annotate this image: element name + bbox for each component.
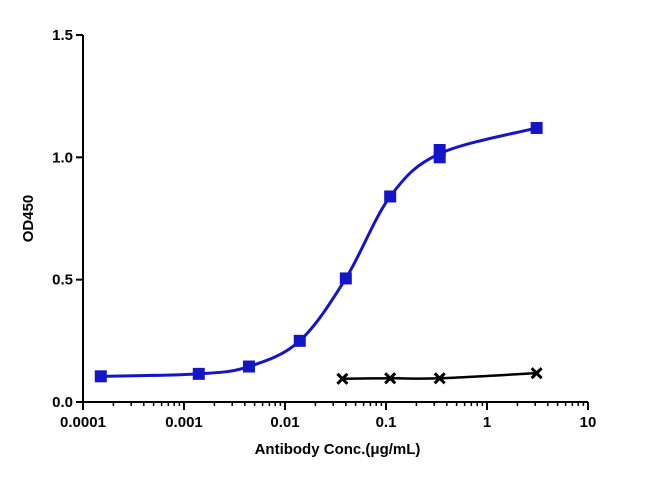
data-point-x [384, 372, 397, 385]
x-axis-ticks: 0.0001 0.001 0.01 0.1 1 10 [60, 402, 596, 431]
data-point-x [433, 372, 446, 385]
y-axis-ticks: 0.0 0.5 1.0 1.5 [52, 27, 83, 411]
x-tick-label: 10 [580, 414, 597, 431]
y-tick-label: 0.5 [52, 272, 73, 289]
fit-curve-series-1 [100, 126, 538, 378]
data-point-square [433, 143, 446, 156]
data-point-square [339, 272, 352, 285]
x-tick-label: 1 [483, 414, 491, 431]
y-tick-label: 0.0 [52, 394, 73, 411]
y-axis-title: OD450 [20, 195, 37, 243]
x-tick-label: 0.1 [376, 414, 397, 431]
data-point-square [242, 360, 255, 373]
data-point-square [384, 190, 397, 203]
x-tick-label: 0.01 [270, 414, 299, 431]
x-axis-title: Antibody Conc.(μg/mL) [255, 441, 421, 458]
fit-curve-series-2 [342, 371, 537, 381]
data-point-square [94, 370, 107, 383]
data-point-square [293, 334, 306, 347]
data-points [94, 121, 543, 385]
data-point-square [192, 367, 205, 380]
data-point-square [530, 121, 543, 134]
x-tick-label: 0.001 [165, 414, 203, 431]
y-tick-label: 1.0 [52, 149, 73, 166]
x-tick-label: 0.0001 [60, 414, 106, 431]
y-tick-label: 1.5 [52, 27, 73, 44]
data-point-x [530, 367, 543, 380]
data-point-x [336, 372, 349, 385]
